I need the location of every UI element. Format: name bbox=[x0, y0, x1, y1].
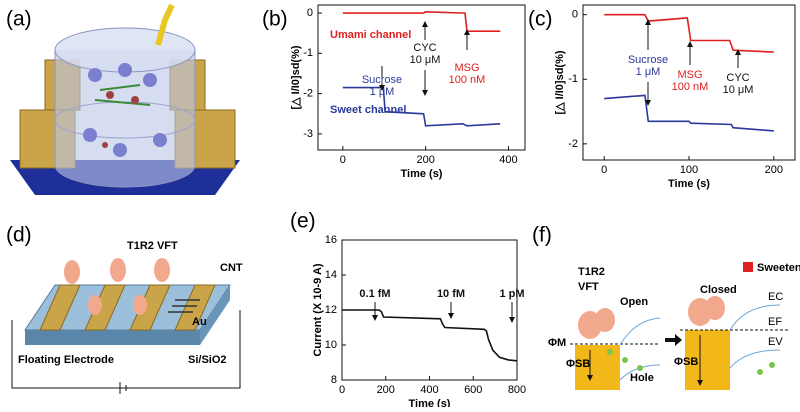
label: EC bbox=[768, 291, 783, 303]
label: ΦSB bbox=[674, 356, 698, 368]
y-tick-label: 0 bbox=[572, 9, 578, 21]
panel-label: (c) bbox=[528, 8, 553, 31]
label: ΦSB bbox=[566, 358, 590, 370]
y-tick-label: -2 bbox=[303, 88, 313, 100]
annotation: 100 nM bbox=[672, 81, 709, 93]
y-tick-label: -1 bbox=[568, 73, 578, 85]
annotation: 100 nM bbox=[449, 74, 486, 86]
label: Sweetener bbox=[757, 262, 800, 274]
annotation: 10 μM bbox=[723, 84, 754, 96]
x-tick-label: 100 bbox=[680, 164, 698, 176]
label: Hole bbox=[630, 372, 654, 384]
annotation: 0.1 fM bbox=[359, 288, 390, 300]
y-axis-label: [△ I/I0]sd(%) bbox=[554, 50, 566, 114]
y-tick-label: 16 bbox=[325, 234, 337, 246]
annotation: 10 μM bbox=[410, 54, 441, 66]
label: VFT bbox=[578, 281, 599, 293]
x-tick-label: 400 bbox=[499, 154, 517, 166]
panel-label: (a) bbox=[6, 8, 32, 31]
x-axis-label: Time (s) bbox=[409, 398, 451, 407]
y-tick-label: -3 bbox=[303, 128, 313, 140]
label: Open bbox=[620, 296, 648, 308]
label: ΦM bbox=[548, 337, 566, 349]
x-tick-label: 200 bbox=[765, 164, 783, 176]
y-tick-label: 8 bbox=[331, 374, 337, 386]
label: Floating Electrode bbox=[18, 354, 114, 366]
label: Au bbox=[192, 316, 207, 328]
data-line bbox=[342, 309, 518, 362]
x-tick-label: 0 bbox=[340, 154, 346, 166]
annotation: 10 fM bbox=[437, 288, 465, 300]
annotation: 1 pM bbox=[499, 288, 524, 300]
label: T1R2 bbox=[578, 266, 605, 278]
data-line bbox=[342, 86, 501, 127]
label: T1R2 VFT bbox=[127, 240, 178, 252]
annotation: Sucrose bbox=[362, 74, 402, 86]
label: CNT bbox=[220, 262, 243, 274]
device-illustration: T1R2 VFT CNT Au Floating Electrode Si/Si… bbox=[11, 240, 243, 394]
annotation: CYC bbox=[726, 72, 749, 84]
x-tick-label: 0 bbox=[339, 384, 345, 396]
label: Si/SiO2 bbox=[188, 354, 227, 366]
label: Closed bbox=[700, 284, 737, 296]
x-tick-label: 200 bbox=[416, 154, 434, 166]
x-axis-label: Time (s) bbox=[401, 168, 443, 180]
x-axis-label: Time (s) bbox=[668, 178, 710, 190]
panel-label: (f) bbox=[532, 224, 552, 247]
y-tick-label: 0 bbox=[307, 7, 313, 19]
y-axis-label: Current (X 10-9 A) bbox=[312, 263, 324, 356]
panel-label: (d) bbox=[6, 224, 32, 247]
sensor-illustration bbox=[10, 3, 240, 195]
panel-label: (e) bbox=[290, 210, 316, 233]
data-line bbox=[604, 94, 774, 132]
panel-label: (b) bbox=[262, 8, 288, 31]
label: EF bbox=[768, 316, 782, 328]
plot-frame bbox=[317, 4, 526, 151]
annotation: CYC bbox=[413, 42, 436, 54]
annotation: 1 μM bbox=[636, 66, 661, 78]
series-label: Umami channel bbox=[330, 29, 411, 41]
y-tick-label: 12 bbox=[325, 304, 337, 316]
annotation: MSG bbox=[454, 62, 479, 74]
x-tick-label: 0 bbox=[601, 164, 607, 176]
label: EV bbox=[768, 336, 783, 348]
annotation: 1 μM bbox=[370, 86, 395, 98]
annotation: Sucrose bbox=[628, 54, 668, 66]
y-tick-label: 10 bbox=[325, 339, 337, 351]
annotation: MSG bbox=[677, 69, 702, 81]
x-tick-label: 600 bbox=[464, 384, 482, 396]
data-line bbox=[604, 13, 774, 53]
x-tick-label: 800 bbox=[508, 384, 526, 396]
x-tick-label: 200 bbox=[377, 384, 395, 396]
y-tick-label: -2 bbox=[568, 138, 578, 150]
series-label: Sweet channel bbox=[330, 104, 406, 116]
band-diagram: T1R2 VFT Open Closed Sweetener EC EF EV … bbox=[548, 262, 800, 390]
x-tick-label: 400 bbox=[420, 384, 438, 396]
y-axis-label: [△ I/I0]sd(%) bbox=[290, 45, 302, 109]
y-tick-label: 14 bbox=[325, 269, 337, 281]
y-tick-label: -1 bbox=[303, 47, 313, 59]
